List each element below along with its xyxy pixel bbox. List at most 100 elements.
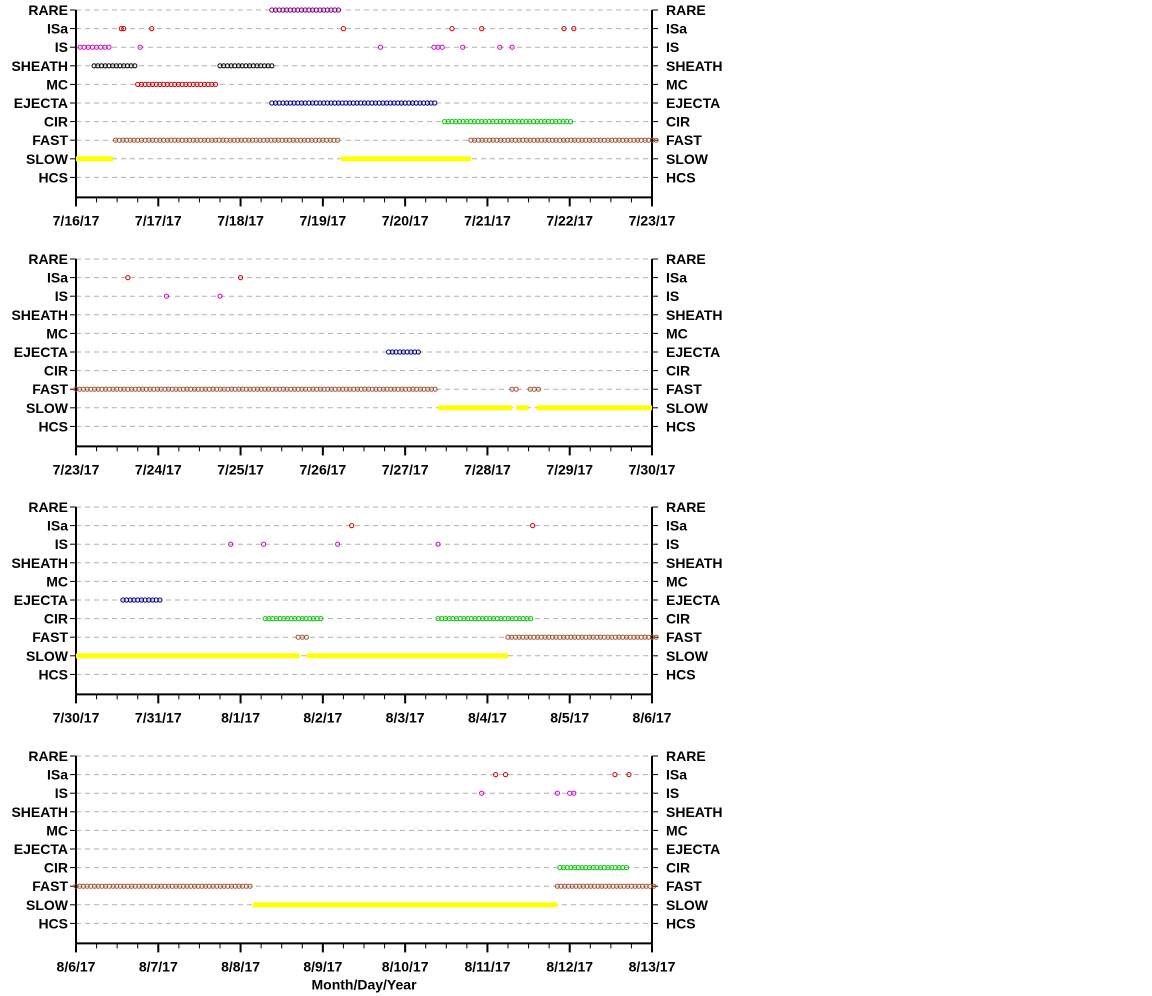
left-label-ejecta: EJECTA bbox=[14, 841, 68, 857]
event-point-isa bbox=[530, 523, 536, 529]
event-point-isa bbox=[237, 275, 244, 281]
left-label-mc: MC bbox=[46, 822, 68, 838]
left-label-slow: SLOW bbox=[26, 400, 69, 416]
left-label-rare: RARE bbox=[28, 2, 68, 18]
event-point-is bbox=[163, 293, 170, 299]
event-point-isa bbox=[571, 26, 577, 32]
event-point-isa bbox=[502, 772, 509, 778]
right-label-hcs: HCS bbox=[666, 666, 696, 682]
x-tick-label: 8/4/17 bbox=[468, 709, 507, 725]
right-label-cir: CIR bbox=[666, 860, 690, 876]
x-tick-label: 8/9/17 bbox=[303, 958, 342, 974]
right-label-mc: MC bbox=[666, 76, 688, 92]
right-label-isa: ISa bbox=[666, 518, 687, 534]
x-tick-label: 7/23/17 bbox=[629, 212, 676, 228]
x-tick-label: 7/30/17 bbox=[53, 709, 100, 725]
event-point-isa bbox=[493, 772, 499, 778]
x-tick-label: 8/6/17 bbox=[633, 709, 672, 725]
event-point-isa bbox=[449, 26, 455, 32]
right-label-is: IS bbox=[666, 536, 679, 552]
x-tick-label: 8/11/17 bbox=[464, 958, 510, 974]
event-point-fast bbox=[535, 386, 542, 392]
event-point-ejecta bbox=[415, 349, 421, 355]
right-label-mc: MC bbox=[666, 573, 688, 589]
event-point-isa bbox=[479, 26, 485, 32]
event-point-isa bbox=[149, 26, 155, 32]
right-label-ejecta: EJECTA bbox=[666, 95, 720, 111]
right-label-is: IS bbox=[666, 39, 679, 55]
left-label-cir: CIR bbox=[44, 611, 68, 627]
left-label-sheath: SHEATH bbox=[11, 804, 68, 820]
x-tick-label: 8/8/17 bbox=[221, 958, 260, 974]
event-point-isa bbox=[121, 26, 127, 32]
x-tick-label: 7/23/17 bbox=[53, 461, 100, 477]
right-label-isa: ISa bbox=[666, 21, 687, 37]
right-label-is: IS bbox=[666, 785, 679, 801]
right-label-hcs: HCS bbox=[666, 169, 696, 185]
x-tick-label: 7/21/17 bbox=[464, 212, 511, 228]
left-label-mc: MC bbox=[46, 325, 68, 341]
left-label-is: IS bbox=[55, 785, 68, 801]
x-tick-label: 7/27/17 bbox=[382, 461, 429, 477]
event-point-fast bbox=[653, 634, 659, 640]
event-point-is bbox=[106, 44, 112, 50]
x-tick-label: 8/2/17 bbox=[303, 709, 342, 725]
right-label-sheath: SHEATH bbox=[666, 307, 723, 323]
left-label-mc: MC bbox=[46, 76, 68, 92]
x-tick-label: 7/22/17 bbox=[546, 212, 593, 228]
left-label-sheath: SHEATH bbox=[11, 307, 68, 323]
left-label-is: IS bbox=[55, 288, 68, 304]
event-bar-slow bbox=[516, 405, 529, 411]
x-tick-label: 8/10/17 bbox=[382, 958, 429, 974]
event-point-isa bbox=[561, 26, 567, 32]
left-label-slow: SLOW bbox=[26, 151, 69, 167]
event-point-is bbox=[439, 44, 445, 50]
panel-2: RARE RARE ISa ISa IS IS SHEATH SHEATH MC MC EJECTA… bbox=[11, 251, 722, 477]
event-point-ejecta bbox=[432, 100, 438, 106]
x-tick-label: 8/6/17 bbox=[57, 958, 96, 974]
left-label-hcs: HCS bbox=[38, 666, 68, 682]
right-label-hcs: HCS bbox=[666, 915, 696, 931]
left-label-hcs: HCS bbox=[38, 418, 68, 434]
left-label-rare: RARE bbox=[28, 251, 68, 267]
event-point-is bbox=[435, 541, 441, 547]
event-bar-slow bbox=[438, 405, 513, 411]
left-label-slow: SLOW bbox=[26, 648, 69, 664]
right-label-is: IS bbox=[666, 288, 679, 304]
right-label-hcs: HCS bbox=[666, 418, 696, 434]
x-tick-label: 7/26/17 bbox=[299, 461, 346, 477]
right-label-ejecta: EJECTA bbox=[666, 592, 720, 608]
x-tick-label: 8/3/17 bbox=[386, 709, 425, 725]
right-label-cir: CIR bbox=[666, 363, 690, 379]
left-label-cir: CIR bbox=[44, 114, 68, 130]
event-point-fast bbox=[432, 386, 438, 392]
event-point-is bbox=[335, 541, 341, 547]
x-tick-label: 7/20/17 bbox=[382, 212, 429, 228]
right-label-ejecta: EJECTA bbox=[666, 841, 720, 857]
event-bar-slow bbox=[340, 156, 471, 162]
left-label-fast: FAST bbox=[32, 629, 68, 645]
event-point-is bbox=[509, 44, 515, 50]
x-axis-label: Month/Day/Year bbox=[311, 976, 417, 992]
event-point-mc bbox=[212, 81, 219, 88]
right-label-isa: ISa bbox=[666, 767, 687, 783]
event-point-isa bbox=[340, 26, 347, 32]
left-label-fast: FAST bbox=[32, 132, 68, 148]
event-point-cir bbox=[528, 616, 534, 622]
panel-4: RARE RARE ISa ISa IS IS SHEATH SHEATH MC MC EJECTA… bbox=[11, 748, 722, 992]
x-tick-label: 8/13/17 bbox=[629, 958, 676, 974]
event-point-fast bbox=[247, 883, 253, 889]
event-point-fast bbox=[653, 137, 659, 143]
x-tick-label: 7/31/17 bbox=[135, 709, 182, 725]
left-label-rare: RARE bbox=[28, 748, 68, 764]
event-bar-slow bbox=[76, 156, 114, 162]
right-label-sheath: SHEATH bbox=[666, 804, 723, 820]
left-label-ejecta: EJECTA bbox=[14, 592, 68, 608]
event-point-is bbox=[228, 541, 234, 547]
right-label-slow: SLOW bbox=[666, 648, 709, 664]
event-point-is bbox=[98, 44, 104, 50]
left-label-fast: FAST bbox=[32, 878, 68, 894]
left-label-cir: CIR bbox=[44, 363, 68, 379]
event-point-is bbox=[89, 44, 96, 50]
event-point-cir bbox=[567, 119, 574, 125]
